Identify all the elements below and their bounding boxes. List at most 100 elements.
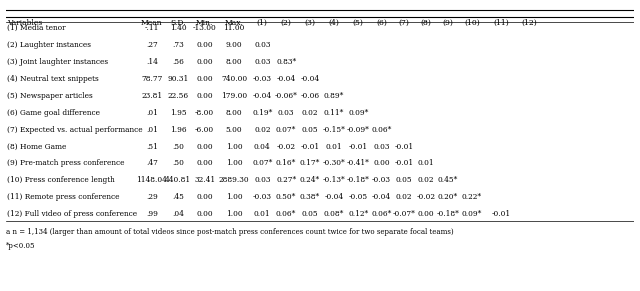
Text: (11): (11): [493, 19, 509, 26]
Text: -0.04: -0.04: [300, 74, 319, 83]
Text: -6.00: -6.00: [195, 125, 214, 134]
Text: -13.00: -13.00: [193, 24, 216, 32]
Text: 23.81: 23.81: [141, 92, 163, 100]
Text: -0.18*: -0.18*: [347, 176, 370, 184]
Text: 0.02: 0.02: [254, 125, 271, 134]
Text: 32.41: 32.41: [194, 176, 215, 184]
Text: 0.24*: 0.24*: [300, 176, 320, 184]
Text: 0.05: 0.05: [396, 176, 412, 184]
Text: -0.02: -0.02: [276, 143, 296, 150]
Text: 0.20*: 0.20*: [438, 194, 458, 201]
Text: 0.11*: 0.11*: [324, 109, 344, 117]
Text: .56: .56: [172, 58, 184, 66]
Text: (5) Newspaper articles: (5) Newspaper articles: [7, 92, 93, 100]
Text: 9.00: 9.00: [226, 41, 243, 49]
Text: -0.01: -0.01: [492, 210, 511, 218]
Text: (5): (5): [353, 19, 364, 26]
Text: Min.: Min.: [196, 19, 213, 26]
Text: 0.01: 0.01: [254, 210, 271, 218]
Text: (9) Pre-match press conference: (9) Pre-match press conference: [7, 159, 125, 168]
Text: .51: .51: [146, 143, 158, 150]
Text: 0.16*: 0.16*: [276, 159, 296, 168]
Text: 1.40: 1.40: [170, 24, 187, 32]
Text: (4) Neutral text snippets: (4) Neutral text snippets: [7, 74, 99, 83]
Text: (1): (1): [257, 19, 268, 26]
Text: 0.06*: 0.06*: [371, 125, 392, 134]
Text: 0.04: 0.04: [254, 143, 271, 150]
Text: 0.17*: 0.17*: [300, 159, 320, 168]
Text: 0.38*: 0.38*: [300, 194, 320, 201]
Text: (7) Expected vs. actual performance: (7) Expected vs. actual performance: [7, 125, 143, 134]
Text: (3): (3): [305, 19, 316, 26]
Text: -0.04: -0.04: [253, 92, 272, 100]
Text: -0.13*: -0.13*: [323, 176, 345, 184]
Text: 0.07*: 0.07*: [252, 159, 273, 168]
Text: (11) Remote press conference: (11) Remote press conference: [7, 194, 120, 201]
Text: 0.02: 0.02: [418, 176, 435, 184]
Text: -0.04: -0.04: [372, 194, 391, 201]
Text: 179.00: 179.00: [221, 92, 247, 100]
Text: 1.00: 1.00: [226, 159, 243, 168]
Text: 0.22*: 0.22*: [461, 194, 482, 201]
Text: (3) Joint laughter instances: (3) Joint laughter instances: [7, 58, 108, 66]
Text: Variables: Variables: [7, 19, 42, 26]
Text: 0.03: 0.03: [373, 143, 390, 150]
Text: 0.00: 0.00: [418, 210, 435, 218]
Text: .14: .14: [146, 58, 158, 66]
Text: 0.12*: 0.12*: [348, 210, 369, 218]
Text: -0.07*: -0.07*: [392, 210, 415, 218]
Text: -0.41*: -0.41*: [347, 159, 370, 168]
Text: 2889.30: 2889.30: [219, 176, 250, 184]
Text: -0.01: -0.01: [300, 143, 319, 150]
Text: 0.01: 0.01: [418, 159, 435, 168]
Text: 5.00: 5.00: [226, 125, 243, 134]
Text: (12): (12): [522, 19, 538, 26]
Text: 0.00: 0.00: [196, 194, 213, 201]
Text: -0.03: -0.03: [372, 176, 391, 184]
Text: 8.00: 8.00: [226, 58, 243, 66]
Text: 0.07*: 0.07*: [276, 125, 296, 134]
Text: (9): (9): [442, 19, 453, 26]
Text: 1.00: 1.00: [226, 194, 243, 201]
Text: -.11: -.11: [145, 24, 159, 32]
Text: (8): (8): [420, 19, 431, 26]
Text: (2): (2): [281, 19, 292, 26]
Text: .04: .04: [172, 210, 184, 218]
Text: 740.00: 740.00: [221, 74, 247, 83]
Text: 0.83*: 0.83*: [276, 58, 296, 66]
Text: .01: .01: [146, 109, 158, 117]
Text: 0.09*: 0.09*: [348, 109, 369, 117]
Text: -0.09*: -0.09*: [347, 125, 370, 134]
Text: 1148.04: 1148.04: [136, 176, 167, 184]
Text: 0.02: 0.02: [301, 109, 318, 117]
Text: .99: .99: [146, 210, 158, 218]
Text: 0.03: 0.03: [254, 176, 271, 184]
Text: 0.05: 0.05: [301, 125, 318, 134]
Text: -0.05: -0.05: [349, 194, 368, 201]
Text: .47: .47: [146, 159, 158, 168]
Text: .27: .27: [146, 41, 158, 49]
Text: .50: .50: [172, 159, 184, 168]
Text: (1) Media tenor: (1) Media tenor: [7, 24, 66, 32]
Text: 90.31: 90.31: [168, 74, 189, 83]
Text: Mean: Mean: [141, 19, 163, 26]
Text: -0.06: -0.06: [300, 92, 319, 100]
Text: -0.06*: -0.06*: [275, 92, 298, 100]
Text: 0.03: 0.03: [254, 41, 271, 49]
Text: -0.03: -0.03: [253, 74, 272, 83]
Text: (6): (6): [376, 19, 387, 26]
Text: 0.03: 0.03: [254, 58, 271, 66]
Text: 0.00: 0.00: [196, 41, 213, 49]
Text: 11.00: 11.00: [223, 24, 244, 32]
Text: -0.01: -0.01: [394, 159, 413, 168]
Text: (6) Game goal difference: (6) Game goal difference: [7, 109, 100, 117]
Text: (8) Home Game: (8) Home Game: [7, 143, 67, 150]
Text: (10): (10): [464, 19, 479, 26]
Text: (12) Full video of press conference: (12) Full video of press conference: [7, 210, 137, 218]
Text: -0.15*: -0.15*: [323, 125, 345, 134]
Text: -0.03: -0.03: [253, 194, 272, 201]
Text: 0.27*: 0.27*: [276, 176, 296, 184]
Text: -0.04: -0.04: [324, 194, 344, 201]
Text: 0.19*: 0.19*: [252, 109, 273, 117]
Text: 0.00: 0.00: [196, 74, 213, 83]
